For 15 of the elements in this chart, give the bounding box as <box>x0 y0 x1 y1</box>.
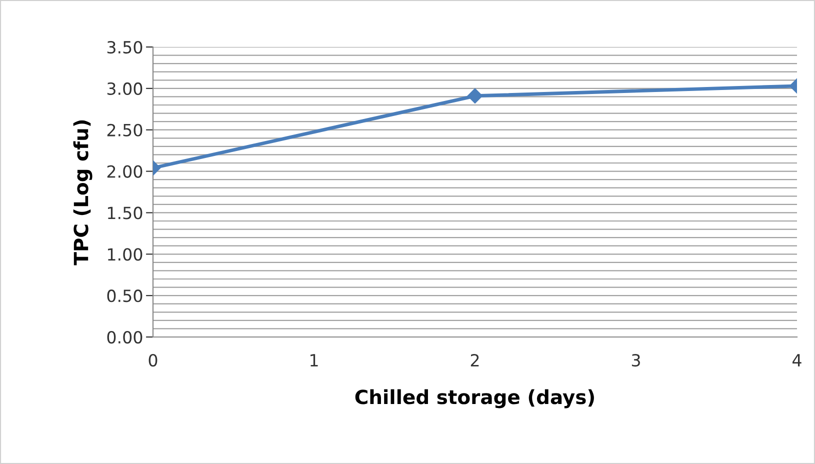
y-tick-label: 3.50 <box>107 40 142 54</box>
x-tick-label: 2 <box>470 354 479 366</box>
y-tick-label: 0.00 <box>107 330 142 344</box>
y-axis-title: TPC (Log cfu) <box>73 120 92 266</box>
x-tick-label: 0 <box>148 354 158 367</box>
x-tick-label: 4 <box>792 354 802 366</box>
y-tick-label: 1.50 <box>108 206 142 220</box>
y-tick-label: 2.50 <box>107 124 142 136</box>
y-tick-label: 2.00 <box>107 165 142 178</box>
x-axis-title: Chilled storage (days) <box>355 389 594 408</box>
y-tick-label: 1.00 <box>108 248 142 261</box>
x-tick-label: 1 <box>310 354 318 366</box>
y-tick-label: 0.50 <box>107 290 142 302</box>
y-tick-label: 3.00 <box>107 82 142 95</box>
x-tick-label: 3 <box>632 354 640 367</box>
